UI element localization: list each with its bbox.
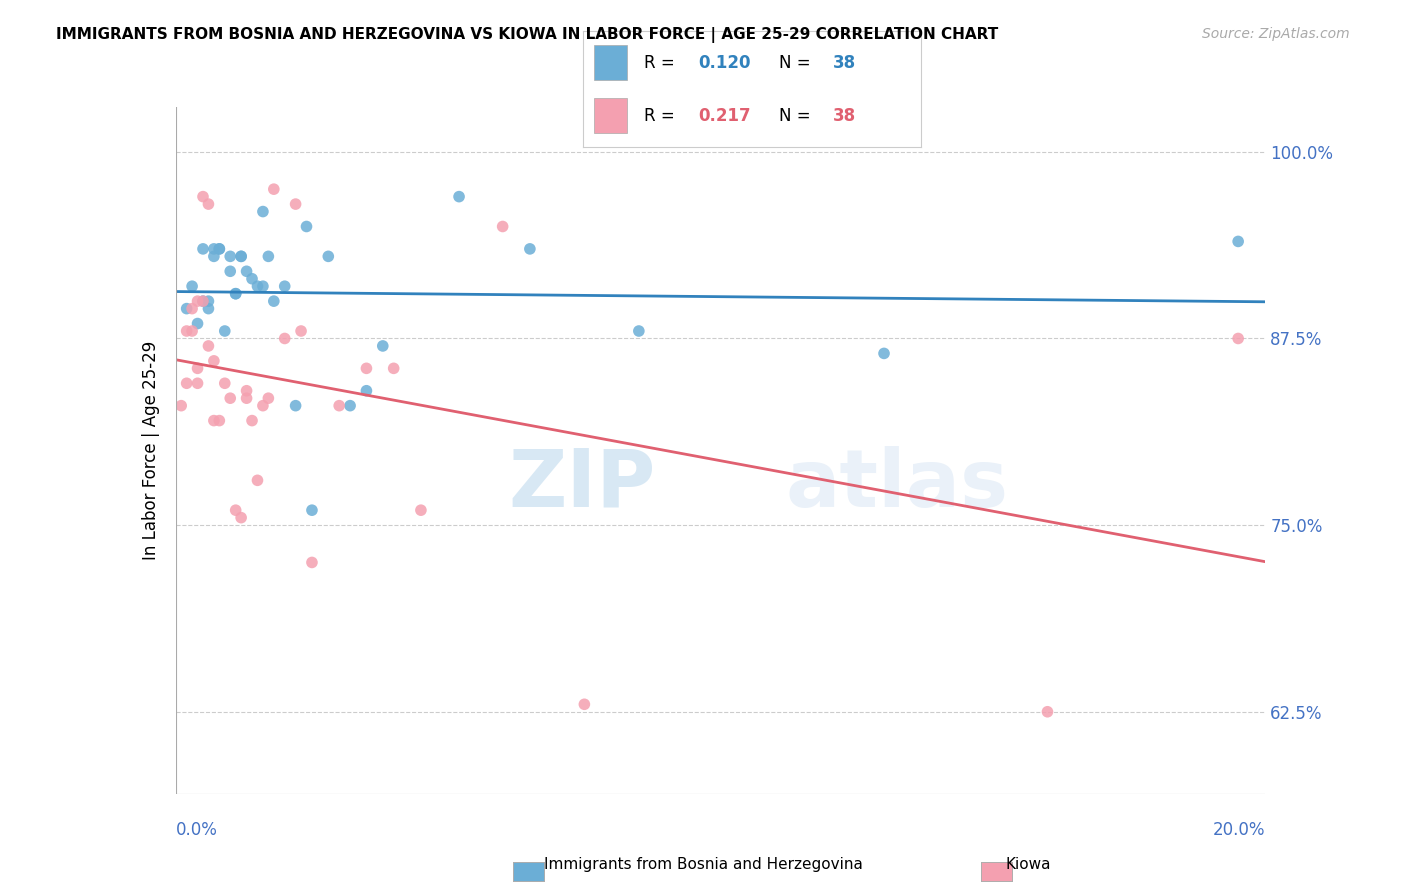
Text: 0.120: 0.120 [699,54,751,71]
Point [202,354,225,368]
Point [246,279,269,293]
Point [202,414,225,428]
Point [208,242,231,256]
Text: ZIP: ZIP [508,446,655,524]
Point [492,219,515,234]
Point [356,384,378,398]
Point [519,242,541,256]
Point [197,294,219,309]
Point [186,317,209,331]
Point [202,242,225,256]
Point [1036,705,1059,719]
Point [274,279,297,293]
Point [274,331,297,345]
FancyBboxPatch shape [593,98,627,133]
Point [191,294,214,309]
Point [181,324,204,338]
Point [257,391,280,405]
Point [627,324,650,338]
Point [191,294,214,309]
Point [181,301,204,316]
Point [447,189,470,203]
Text: R =: R = [644,107,681,125]
Y-axis label: In Labor Force | Age 25-29: In Labor Force | Age 25-29 [142,341,160,560]
Point [186,361,209,376]
Point [328,399,350,413]
Text: N =: N = [779,54,815,71]
Point [208,242,231,256]
Point [1227,235,1250,249]
Point [371,339,394,353]
Point [382,361,405,376]
Point [873,346,896,360]
Point [214,376,236,391]
Point [219,264,242,278]
Point [181,279,204,293]
Point [339,399,361,413]
Point [176,301,198,316]
Point [176,324,198,338]
Point [263,182,285,196]
Point [252,279,274,293]
Point [231,249,253,263]
Point [252,399,274,413]
Text: atlas: atlas [786,446,1010,524]
Point [301,503,323,517]
Point [197,197,219,211]
Point [231,510,253,524]
Point [214,324,236,338]
Point [409,503,432,517]
Point [318,249,340,263]
Text: Kiowa: Kiowa [1005,857,1050,872]
Point [1227,331,1250,345]
Point [246,473,269,487]
Point [191,242,214,256]
Point [574,698,596,712]
Text: Immigrants from Bosnia and Herzegovina: Immigrants from Bosnia and Herzegovina [544,857,862,872]
Point [225,503,247,517]
Point [197,339,219,353]
Point [219,249,242,263]
Point [284,197,307,211]
Point [301,556,323,570]
Point [290,324,312,338]
Point [257,249,280,263]
Point [170,399,193,413]
Point [176,376,198,391]
Point [208,414,231,428]
Text: Source: ZipAtlas.com: Source: ZipAtlas.com [1202,27,1350,41]
Point [252,204,274,219]
Point [202,249,225,263]
Text: 0.0%: 0.0% [176,821,218,838]
Point [225,286,247,301]
Text: R =: R = [644,54,681,71]
Text: 0.217: 0.217 [699,107,751,125]
Text: 38: 38 [834,54,856,71]
Point [186,294,209,309]
Text: 20.0%: 20.0% [1213,821,1265,838]
Point [186,376,209,391]
Point [219,391,242,405]
Point [225,286,247,301]
Point [284,399,307,413]
Text: IMMIGRANTS FROM BOSNIA AND HERZEGOVINA VS KIOWA IN LABOR FORCE | AGE 25-29 CORRE: IMMIGRANTS FROM BOSNIA AND HERZEGOVINA V… [56,27,998,43]
Point [240,271,263,285]
Text: 38: 38 [834,107,856,125]
Point [191,189,214,203]
Point [295,219,318,234]
FancyBboxPatch shape [593,45,627,80]
Point [197,301,219,316]
Point [356,361,378,376]
Point [235,264,257,278]
Text: N =: N = [779,107,815,125]
Point [263,294,285,309]
Point [235,391,257,405]
Point [240,414,263,428]
Point [235,384,257,398]
Point [231,249,253,263]
